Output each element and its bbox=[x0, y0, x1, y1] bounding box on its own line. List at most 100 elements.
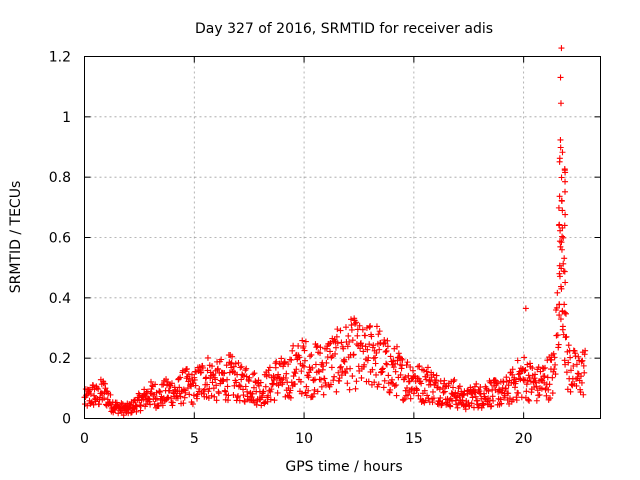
data-point bbox=[373, 371, 380, 378]
data-point-marker bbox=[93, 384, 100, 391]
data-point bbox=[238, 376, 245, 383]
data-point-marker bbox=[497, 396, 504, 403]
data-point-marker bbox=[347, 316, 354, 323]
data-point-marker bbox=[346, 338, 353, 345]
data-point bbox=[433, 372, 440, 379]
data-point-marker bbox=[241, 398, 248, 405]
data-point-marker bbox=[344, 343, 351, 350]
data-point-marker bbox=[472, 393, 479, 400]
data-point bbox=[403, 362, 410, 369]
data-point-marker bbox=[452, 389, 459, 396]
data-point-marker bbox=[281, 359, 288, 366]
data-point-marker bbox=[147, 390, 154, 397]
data-point bbox=[525, 396, 532, 403]
data-point bbox=[334, 326, 341, 333]
data-point bbox=[558, 285, 565, 292]
data-point bbox=[488, 402, 495, 409]
data-point-marker bbox=[388, 376, 395, 383]
data-point-marker bbox=[363, 324, 370, 331]
data-point bbox=[559, 149, 566, 156]
data-point bbox=[575, 353, 582, 360]
data-point bbox=[354, 326, 361, 333]
data-point bbox=[349, 373, 356, 380]
data-point-marker bbox=[302, 338, 309, 345]
data-point bbox=[375, 381, 382, 388]
data-point-marker bbox=[523, 381, 530, 388]
data-point bbox=[204, 381, 211, 388]
data-point-marker bbox=[176, 384, 183, 391]
data-point-marker bbox=[559, 323, 566, 330]
data-point bbox=[342, 370, 349, 377]
data-point-marker bbox=[398, 355, 405, 362]
data-point-marker bbox=[249, 390, 256, 397]
data-point bbox=[468, 400, 475, 407]
chart-title: Day 327 of 2016, SRMTID for receiver adi… bbox=[195, 21, 493, 37]
data-point bbox=[142, 401, 149, 408]
data-point bbox=[392, 368, 399, 375]
data-point bbox=[450, 378, 457, 385]
data-point bbox=[559, 207, 566, 214]
data-point bbox=[302, 338, 309, 345]
data-point bbox=[341, 358, 348, 365]
data-point-marker bbox=[578, 373, 585, 380]
data-point bbox=[293, 366, 300, 373]
data-point bbox=[430, 395, 437, 402]
data-point bbox=[404, 391, 411, 398]
data-point-marker bbox=[565, 342, 572, 349]
data-point bbox=[335, 369, 342, 376]
data-point-marker bbox=[540, 365, 547, 372]
data-point bbox=[334, 340, 341, 347]
data-point bbox=[437, 394, 444, 401]
data-point-marker bbox=[416, 362, 423, 369]
data-point-marker bbox=[152, 381, 159, 388]
data-point bbox=[372, 354, 379, 361]
data-point bbox=[555, 204, 562, 211]
data-point bbox=[243, 373, 250, 380]
data-point bbox=[537, 368, 544, 375]
data-point bbox=[264, 398, 271, 405]
data-point-marker bbox=[559, 207, 566, 214]
data-point-marker bbox=[380, 384, 387, 391]
data-point-marker bbox=[573, 361, 580, 368]
data-point bbox=[262, 383, 269, 390]
data-point-marker bbox=[288, 356, 295, 363]
data-point-marker bbox=[547, 395, 554, 402]
data-point bbox=[382, 348, 389, 355]
data-point bbox=[176, 384, 183, 391]
data-point bbox=[542, 364, 549, 371]
x-tick-label: 20 bbox=[515, 431, 533, 447]
data-point bbox=[274, 389, 281, 396]
data-point-marker bbox=[362, 343, 369, 350]
data-point-marker bbox=[191, 376, 198, 383]
data-point bbox=[223, 362, 230, 369]
y-tick-label: 0 bbox=[62, 412, 71, 428]
data-point-marker bbox=[272, 364, 279, 371]
data-point bbox=[450, 384, 457, 391]
data-point-marker bbox=[557, 74, 564, 81]
data-point bbox=[556, 301, 563, 308]
data-point bbox=[532, 371, 539, 378]
data-point-marker bbox=[360, 348, 367, 355]
data-point bbox=[237, 383, 244, 390]
data-point bbox=[578, 358, 585, 365]
data-point-marker bbox=[238, 363, 245, 370]
data-point-marker bbox=[485, 388, 492, 395]
data-point-marker bbox=[468, 400, 475, 407]
data-point bbox=[90, 382, 97, 389]
data-point bbox=[90, 401, 97, 408]
data-point bbox=[295, 342, 302, 349]
data-point bbox=[287, 387, 294, 394]
data-point-marker bbox=[298, 390, 305, 397]
data-point bbox=[380, 384, 387, 391]
data-point-marker bbox=[554, 289, 561, 296]
data-point bbox=[268, 386, 275, 393]
data-point-marker bbox=[560, 268, 567, 275]
data-point-marker bbox=[271, 397, 278, 404]
data-point-marker bbox=[262, 383, 269, 390]
data-point bbox=[554, 289, 561, 296]
data-point-marker bbox=[354, 326, 361, 333]
data-point bbox=[285, 361, 292, 368]
data-point-marker bbox=[521, 367, 528, 374]
data-point bbox=[93, 384, 100, 391]
data-point bbox=[175, 375, 182, 382]
